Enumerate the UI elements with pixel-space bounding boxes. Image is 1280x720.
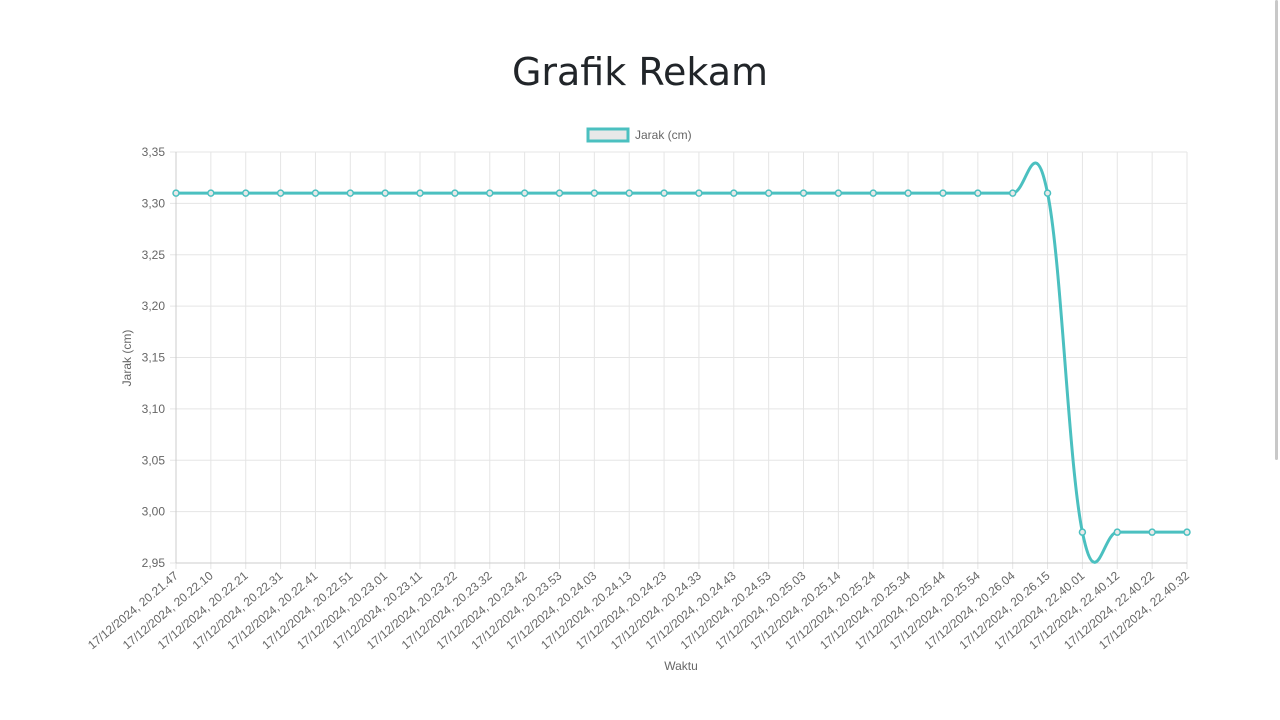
y-tick-label: 3,10 [142,402,166,416]
y-tick-label: 3,05 [142,453,166,467]
data-point[interactable] [625,189,633,197]
series [172,161,1191,564]
legend-label[interactable]: Jarak (cm) [635,128,692,142]
scrollbar-thumb[interactable] [1275,0,1278,460]
data-point[interactable] [834,189,843,197]
data-point[interactable] [730,189,738,197]
data-point[interactable] [451,189,459,197]
y-tick-label: 3,20 [142,299,166,313]
legend-swatch[interactable] [586,127,630,143]
data-point[interactable] [346,189,355,197]
vertical-scrollbar[interactable] [1272,0,1280,720]
data-point[interactable] [1008,189,1017,197]
data-point[interactable] [1113,528,1122,536]
data-point[interactable] [974,189,982,197]
data-point[interactable] [660,189,668,197]
data-point[interactable] [276,189,285,197]
y-tick-label: 3,25 [142,248,166,262]
data-point[interactable] [1183,528,1191,536]
data-point[interactable] [1148,528,1156,536]
data-point[interactable] [1078,528,1087,536]
legend[interactable]: Jarak (cm) [586,127,692,143]
y-axis-ticks: 3,35 3,30 3,25 3,20 3,15 3,10 3,05 3,00 2,95 [142,145,166,570]
page-title: Grafik Rekam [511,50,769,94]
data-point[interactable] [241,189,250,197]
y-tick-label: 2,95 [142,556,166,570]
data-point[interactable] [590,189,599,197]
data-point[interactable] [555,189,564,197]
x-axis-title: Waktu [664,659,698,673]
data-point[interactable] [172,189,180,197]
axes [175,152,1187,564]
data-point[interactable] [416,189,424,197]
data-point[interactable] [939,189,947,197]
data-point[interactable] [869,189,877,197]
data-point[interactable] [207,189,215,197]
data-point[interactable] [799,189,808,197]
data-point[interactable] [764,189,773,197]
data-point[interactable] [486,189,494,197]
y-tick-label: 3,15 [142,351,166,365]
data-point[interactable] [311,189,320,197]
y-tick-label: 3,35 [142,145,166,159]
series-line [175,161,1187,564]
data-point[interactable] [695,189,703,197]
data-point[interactable] [520,189,529,197]
grid [170,151,1188,569]
y-tick-label: 3,30 [142,196,166,210]
y-tick-label: 3,00 [142,505,166,519]
data-point[interactable] [904,189,912,197]
data-point[interactable] [1043,189,1052,197]
y-axis-title: Jarak (cm) [120,330,134,387]
data-point[interactable] [381,189,389,197]
